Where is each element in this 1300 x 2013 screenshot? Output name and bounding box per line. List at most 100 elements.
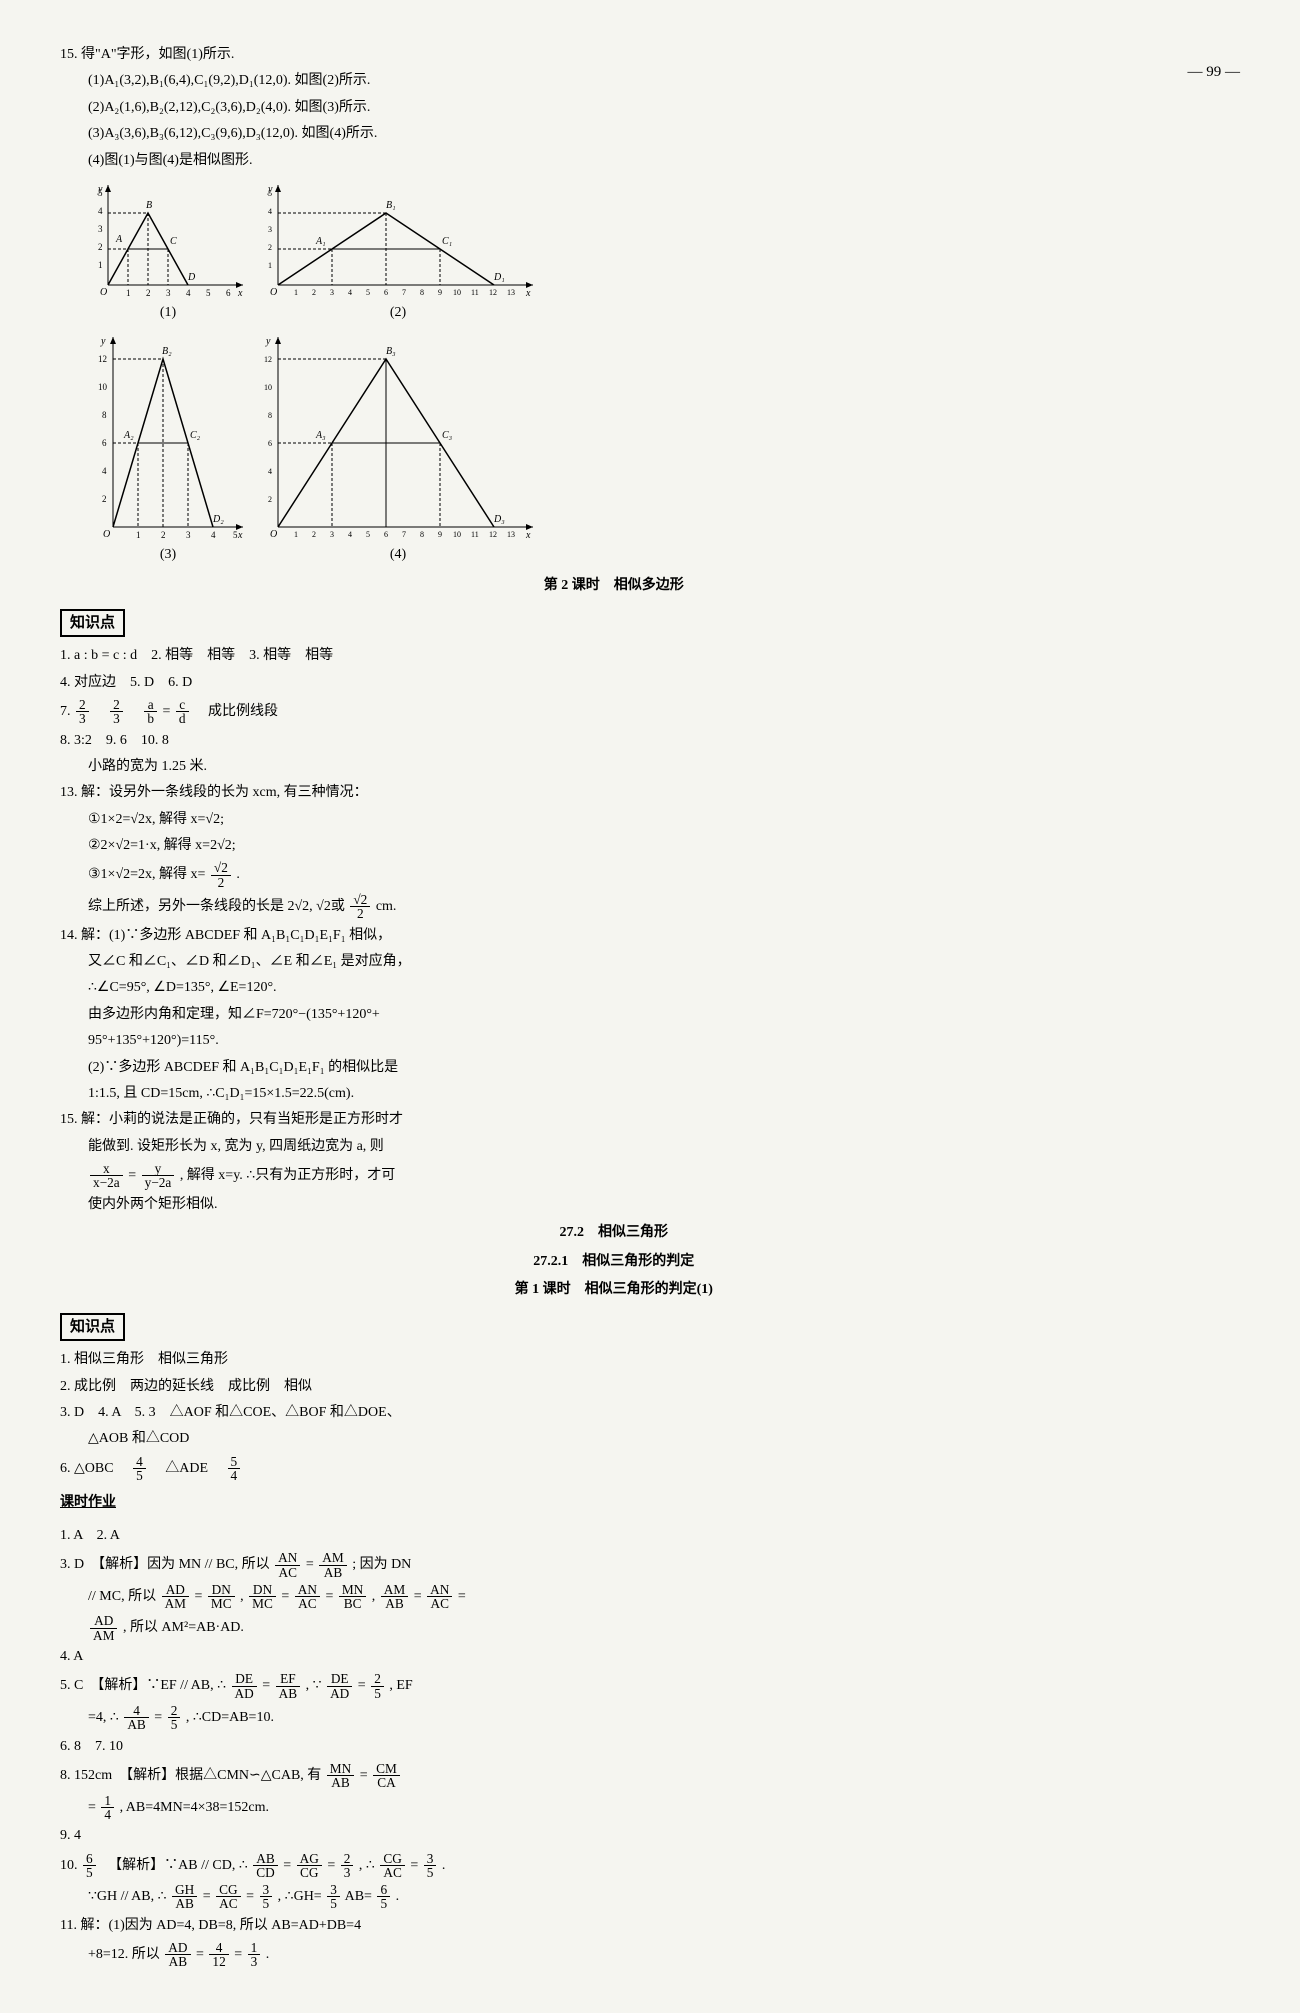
svg-text:O: O: [103, 529, 110, 540]
svg-text:B₁: B₁: [386, 200, 396, 211]
hw-title-r: 课时作业: [60, 1492, 116, 1514]
svg-text:5: 5: [98, 188, 103, 198]
svg-text:10: 10: [264, 383, 272, 392]
svg-text:6: 6: [226, 288, 231, 298]
graph-1-label: (1): [88, 302, 248, 324]
svg-text:2: 2: [98, 242, 103, 252]
page: 15. 得"A"字形，如图(1)所示. (1)A₁(3,2),B₁(6,4),C…: [60, 40, 1240, 1973]
rk3: 3. D 4. A 5. 3 △AOF 和△COE、△BOF 和△DOE、: [60, 1402, 1168, 1424]
svg-text:1: 1: [126, 288, 131, 298]
q14-l7: 1:1.5, 且 CD=15cm, ∴C₁D₁=15×1.5=22.5(cm).: [60, 1083, 1168, 1105]
svg-text:8: 8: [268, 411, 272, 420]
svg-text:y: y: [265, 336, 271, 347]
q15-head: 15. 得"A"字形，如图(1)所示.: [60, 44, 1168, 66]
svg-text:C: C: [170, 236, 177, 247]
svg-text:6: 6: [384, 530, 388, 539]
graph-4: O x y 123 456 789 10111213 246 81012: [258, 332, 538, 566]
svg-text:3: 3: [186, 530, 191, 540]
svg-text:1: 1: [294, 288, 298, 297]
k7-frac3: ab: [144, 698, 157, 726]
svg-text:9: 9: [438, 288, 442, 297]
svg-text:C₁: C₁: [442, 236, 452, 247]
right-column: 小路的宽为 1.25 米. 13. 解：设另外一条线段的长为 xcm, 有三种情…: [60, 756, 1168, 1969]
svg-text:6: 6: [384, 288, 388, 297]
sec-title-3: 第 1 课时 相似三角形的判定(1): [60, 1279, 1168, 1301]
svg-text:9: 9: [438, 530, 442, 539]
rhw5-l2: =4, ∴ 4AB = 25 , ∴CD=AB=10.: [60, 1704, 1168, 1732]
q15r-l4: 使内外两个矩形相似.: [60, 1194, 1168, 1216]
svg-text:D₂: D₂: [212, 514, 224, 525]
svg-text:4: 4: [98, 206, 103, 216]
svg-text:4: 4: [211, 530, 216, 540]
svg-text:B₂: B₂: [162, 346, 172, 357]
svg-text:10: 10: [453, 288, 461, 297]
svg-text:3: 3: [166, 288, 171, 298]
left-column: 15. 得"A"字形，如图(1)所示. (1)A₁(3,2),B₁(6,4),C…: [60, 40, 1168, 1973]
svg-text:10: 10: [453, 530, 461, 539]
svg-text:O: O: [270, 287, 277, 298]
q14-l4: 由多边形内角和定理，知∠F=720°−(135°+120°+: [60, 1004, 1168, 1026]
svg-text:11: 11: [471, 530, 479, 539]
rhw3-l1: 3. D 【解析】因为 MN // BC, 所以 ANAC = AMAB ; 因…: [60, 1551, 1168, 1579]
rhw6: 6. 8 7. 10: [60, 1736, 1168, 1758]
svg-text:1: 1: [268, 261, 272, 270]
svg-text:4: 4: [348, 288, 352, 297]
q15-2: (2)A₂(1,6),B₂(2,12),C₂(3,6),D₂(4,0). 如图(…: [60, 97, 1168, 119]
rk6: 6. △OBC 45 △ADE 54: [60, 1455, 1168, 1483]
svg-text:3: 3: [330, 530, 334, 539]
svg-text:B₃: B₃: [386, 346, 396, 357]
svg-text:1: 1: [294, 530, 298, 539]
svg-text:x: x: [237, 530, 243, 541]
knowledge-box-r: 知识点: [60, 1313, 125, 1341]
svg-text:13: 13: [507, 288, 515, 297]
q13-2: ②2×√2=1·x, 解得 x=2√2;: [60, 835, 1168, 857]
rhw3-l3: ADAM , 所以 AM²=AB·AD.: [60, 1614, 1168, 1642]
svg-text:5: 5: [233, 530, 238, 540]
svg-text:x: x: [237, 288, 243, 299]
k4: 4. 对应边 5. D 6. D: [60, 672, 1168, 694]
rhw11-l1: 11. 解：(1)因为 AD=4, DB=8, 所以 AB=AD+DB=4: [60, 1915, 1168, 1937]
svg-text:2: 2: [161, 530, 166, 540]
svg-text:3: 3: [268, 225, 272, 234]
svg-text:O: O: [100, 287, 107, 298]
svg-text:y: y: [100, 336, 106, 347]
rhw5-l1: 5. C 【解析】∵EF // AB, ∴ DEAD = EFAB , ∵ DE…: [60, 1672, 1168, 1700]
svg-text:4: 4: [348, 530, 352, 539]
rhw9: 9. 4: [60, 1825, 1168, 1847]
svg-text:4: 4: [102, 466, 107, 476]
rk2: 2. 成比例 两边的延长线 成比例 相似: [60, 1376, 1168, 1398]
svg-text:B: B: [146, 200, 152, 211]
svg-text:1: 1: [136, 530, 141, 540]
svg-text:4: 4: [268, 207, 272, 216]
q15r-head: 15. 解：小莉的说法是正确的，只有当矩形是正方形时才: [60, 1109, 1168, 1131]
graph-row-2: O x y 123 45 246 81012: [60, 332, 1168, 566]
rhw1: 1. A 2. A: [60, 1525, 1168, 1547]
svg-text:x: x: [525, 530, 531, 541]
rhw3-l2: // MC, 所以 ADAM = DNMC , DNMC = ANAC = MN…: [60, 1583, 1168, 1611]
q13-3: ③1×√2=2x, 解得 x= √22 .: [60, 861, 1168, 889]
rhw8-l2: = 14 , AB=4MN=4×38=152cm.: [60, 1794, 1168, 1822]
svg-text:8: 8: [420, 530, 424, 539]
svg-text:12: 12: [264, 355, 272, 364]
graph-2: O x y 123 456 789 10111213 123 45: [258, 180, 538, 324]
k7-frac1: 23: [76, 698, 89, 726]
q15-4: (4)图(1)与图(4)是相似图形.: [60, 150, 1168, 172]
graph-row-1: O x y 123 456 123 45 A: [60, 180, 1168, 324]
q15r-l2: 能做到. 设矩形长为 x, 宽为 y, 四周纸边宽为 a, 则: [60, 1136, 1168, 1158]
k1: 1. a : b = c : d 2. 相等 相等 3. 相等 相等: [60, 645, 1168, 667]
k7-frac4: cd: [176, 698, 189, 726]
svg-text:12: 12: [98, 354, 107, 364]
svg-text:A: A: [115, 234, 123, 245]
svg-text:2: 2: [312, 530, 316, 539]
q13-sum: 综上所述，另外一条线段的长是 2√2, √2或 √22 cm.: [60, 893, 1168, 921]
q13-1: ①1×2=√2x, 解得 x=√2;: [60, 809, 1168, 831]
svg-text:2: 2: [268, 243, 272, 252]
q14-l6: (2)∵多边形 ABCDEF 和 A₁B₁C₁D₁E₁F₁ 的相似比是: [60, 1057, 1168, 1079]
svg-text:5: 5: [206, 288, 211, 298]
graphs-caption: 第 2 课时 相似多边形: [60, 575, 1168, 597]
q15-1: (1)A₁(3,2),B₁(6,4),C₁(9,2),D₁(12,0). 如图(…: [60, 70, 1168, 92]
svg-text:4: 4: [268, 467, 272, 476]
k8: 8. 3:2 9. 6 10. 8: [60, 730, 1168, 752]
k7: 7. 23 23 ab = cd 成比例线段: [60, 698, 1168, 726]
svg-text:5: 5: [366, 288, 370, 297]
